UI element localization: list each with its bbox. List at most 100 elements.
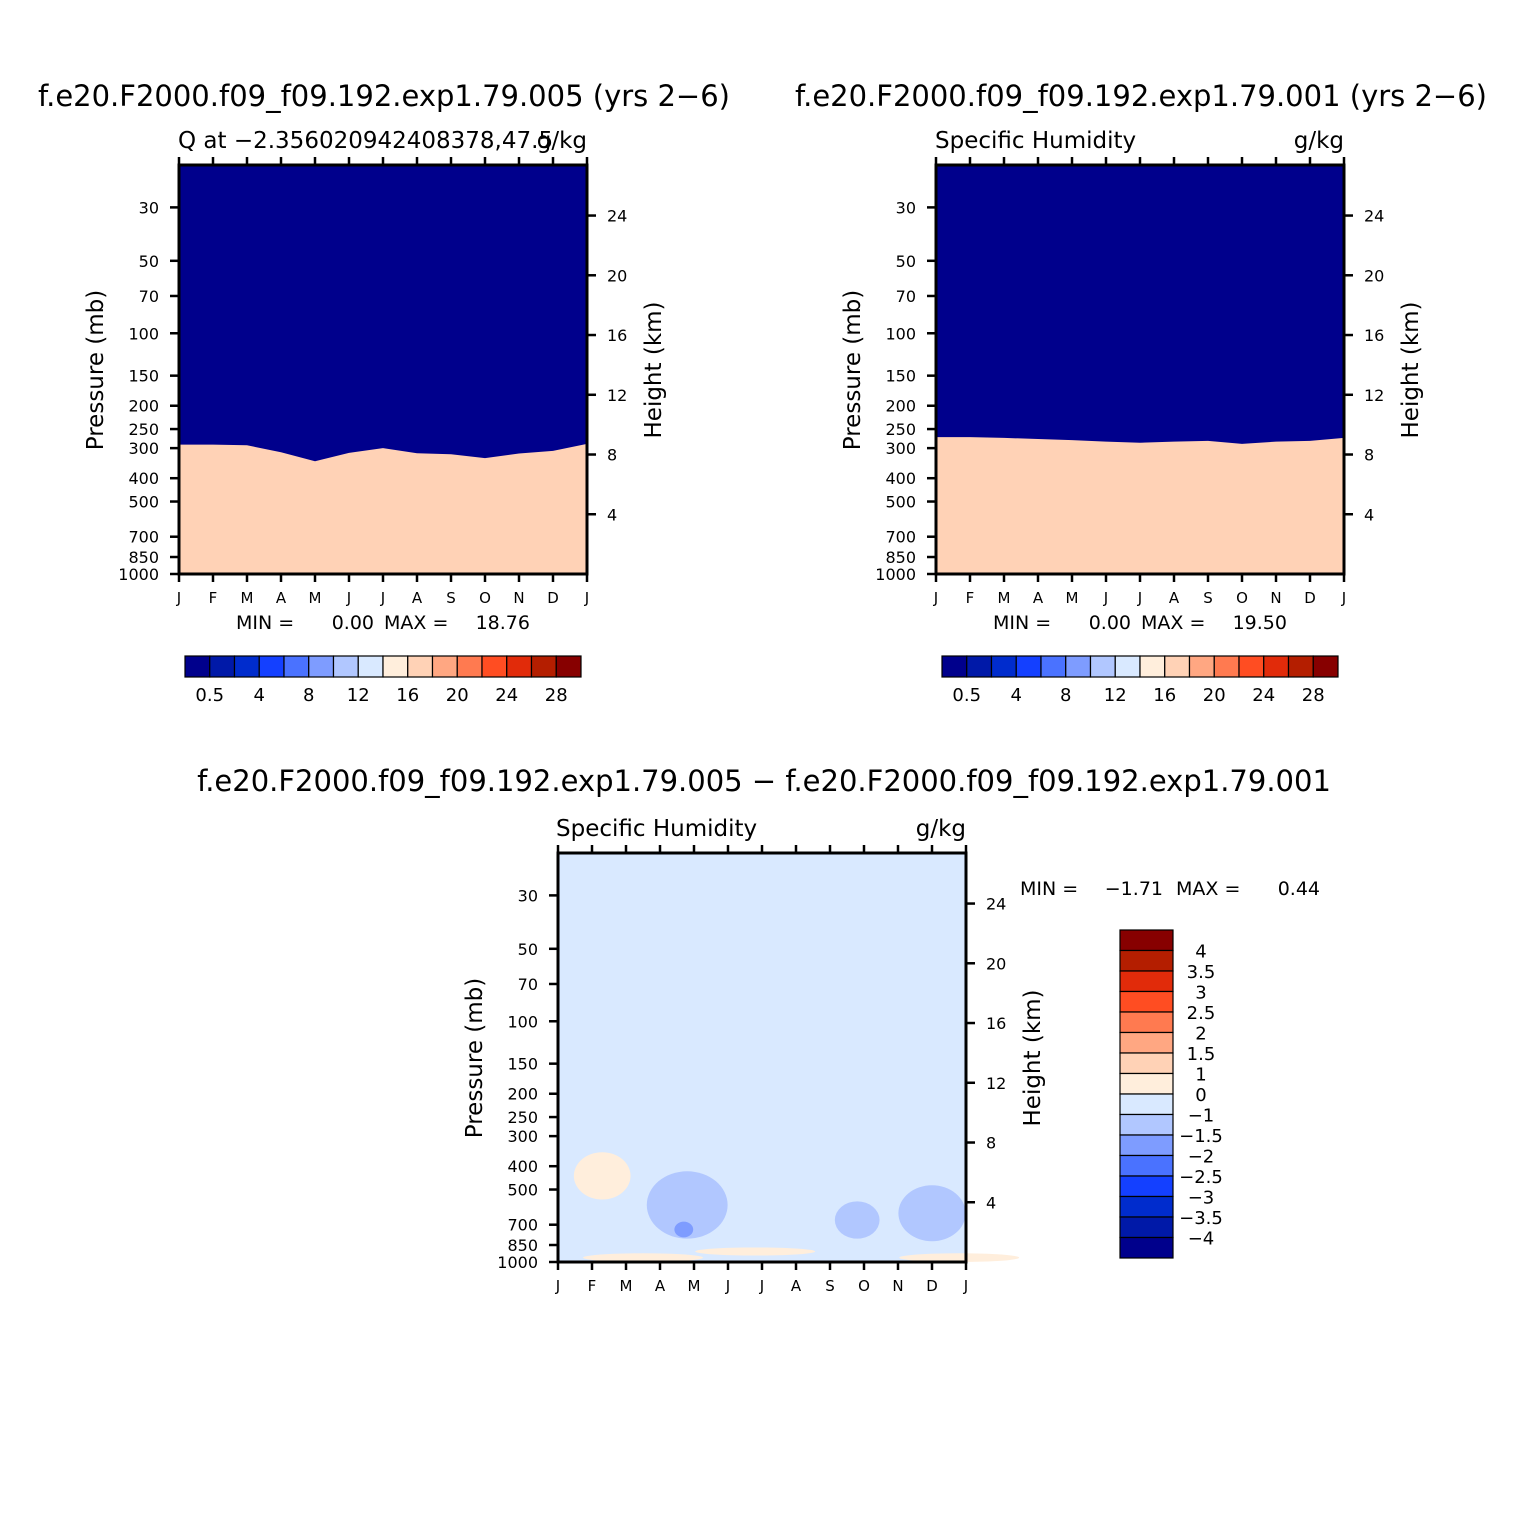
- panel1-max-value: 18.76: [476, 612, 530, 634]
- colorbar-swatch: [1238, 655, 1265, 678]
- colorbar-swatch: [1114, 655, 1141, 678]
- month-tick-label: D: [926, 1277, 938, 1295]
- pressure-tick-label: 150: [128, 367, 159, 386]
- colorbar-label: 28: [1302, 685, 1325, 706]
- height-tick-label: 20: [1364, 266, 1384, 285]
- pressure-tick-label: 30: [896, 198, 916, 217]
- panel3-colorbar: 43.532.521.510−1−1.5−2−2.5−3−3.5−4: [1119, 929, 1223, 1259]
- pressure-tick-label: 850: [885, 548, 916, 567]
- month-tick-label: J: [725, 1277, 730, 1295]
- colorbar-swatch: [555, 655, 582, 678]
- panel1-colorbar: 0.5 4 8 12 16 20 24 28: [184, 655, 582, 706]
- colorbar-swatch: [1065, 655, 1092, 678]
- month-tick-label: D: [1304, 589, 1316, 607]
- pressure-tick-label: 1000: [118, 565, 159, 584]
- month-tick-label: N: [892, 1277, 903, 1295]
- colorbar-label: 16: [1153, 685, 1176, 706]
- contour-band: [936, 437, 1344, 574]
- colorbar-swatch: [1119, 1154, 1174, 1177]
- colorbar-swatch: [1089, 655, 1116, 678]
- pressure-tick-label: 850: [128, 548, 159, 567]
- pressure-tick-label: 70: [518, 975, 538, 994]
- month-tick-label: O: [1236, 589, 1248, 607]
- colorbar-swatch: [990, 655, 1017, 678]
- colorbar-label: 0: [1195, 1085, 1206, 1106]
- pressure-tick-label: 250: [128, 420, 159, 439]
- month-tick-label: J: [759, 1277, 764, 1295]
- month-tick-label: O: [479, 589, 491, 607]
- panel1-max-label: MAX =: [384, 612, 448, 634]
- month-tick-label: A: [1033, 589, 1044, 607]
- colorbar-label: 24: [1252, 685, 1275, 706]
- colorbar-swatch: [332, 655, 359, 678]
- pressure-tick-label: 50: [518, 940, 538, 959]
- colorbar-swatch: [1119, 1113, 1174, 1136]
- pressure-tick-label: 850: [507, 1236, 538, 1255]
- month-tick-label: O: [858, 1277, 870, 1295]
- height-tick-label: 16: [1364, 326, 1384, 345]
- pressure-tick-label: 1000: [875, 565, 916, 584]
- pressure-tick-label: 300: [507, 1127, 538, 1146]
- colorbar-label: −2: [1188, 1147, 1215, 1168]
- colorbar-swatch: [1119, 1175, 1174, 1198]
- panel2-min-value: 0.00: [1089, 612, 1131, 634]
- colorbar-label: −3.5: [1179, 1208, 1223, 1229]
- colorbar-swatch: [1119, 1093, 1174, 1116]
- height-tick-label: 12: [1364, 386, 1384, 405]
- month-tick-label: A: [655, 1277, 666, 1295]
- height-tick-label: 20: [607, 266, 627, 285]
- colorbar-label: 8: [303, 685, 314, 706]
- month-tick-label: F: [966, 589, 975, 607]
- month-tick-label: J: [1341, 589, 1346, 607]
- colorbar-label: −4: [1188, 1229, 1215, 1250]
- panel3-case-title: f.e20.F2000.f09_f09.192.exp1.79.005 − f.…: [197, 764, 1331, 798]
- month-tick-label: J: [555, 1277, 560, 1295]
- pressure-tick-label: 70: [896, 287, 916, 306]
- colorbar-label: 20: [446, 685, 469, 706]
- anomaly-region: [646, 1171, 728, 1239]
- pressure-tick-label: 200: [128, 397, 159, 416]
- colorbar-label: −1.5: [1179, 1126, 1223, 1147]
- colorbar-label: 12: [1104, 685, 1127, 706]
- pressure-tick-label: 100: [128, 324, 159, 343]
- panel2-colorbar: 0.5 4 8 12 16 20 24 28: [941, 655, 1339, 706]
- anomaly-region: [583, 1253, 703, 1262]
- colorbar-swatch: [1263, 655, 1290, 678]
- anomaly-region: [834, 1201, 880, 1239]
- colorbar-swatch: [184, 655, 211, 678]
- month-tick-label: F: [588, 1277, 597, 1295]
- height-tick-label: 8: [1364, 446, 1374, 465]
- panel1-height-label: Height (km): [641, 301, 667, 438]
- colorbar-swatch: [1119, 1072, 1174, 1095]
- month-tick-label: M: [998, 589, 1011, 607]
- panel1-min-label: MIN =: [236, 612, 294, 634]
- colorbar-swatch: [1119, 929, 1174, 952]
- contour-band: [179, 443, 587, 574]
- month-tick-label: M: [1066, 589, 1079, 607]
- colorbar-label: 1.5: [1187, 1044, 1216, 1065]
- colorbar-swatch: [481, 655, 508, 678]
- pressure-tick-label: 30: [518, 886, 538, 905]
- colorbar-swatch: [941, 655, 968, 678]
- panel2-height-label: Height (km): [1398, 301, 1424, 438]
- colorbar-swatch: [1164, 655, 1191, 678]
- colorbar-swatch: [1139, 655, 1166, 678]
- month-tick-label: F: [209, 589, 218, 607]
- panel2-min-label: MIN =: [993, 612, 1051, 634]
- month-tick-label: J: [963, 1277, 968, 1295]
- month-tick-label: M: [620, 1277, 633, 1295]
- month-tick-label: N: [1270, 589, 1281, 607]
- anomaly-region: [899, 1253, 1020, 1262]
- pressure-tick-label: 30: [139, 198, 159, 217]
- pressure-tick-label: 300: [128, 439, 159, 458]
- pressure-tick-label: 100: [507, 1012, 538, 1031]
- colorbar-swatch: [1040, 655, 1067, 678]
- month-tick-label: S: [825, 1277, 835, 1295]
- colorbar-label: 1: [1195, 1065, 1206, 1086]
- colorbar-swatch: [407, 655, 434, 678]
- height-tick-label: 8: [986, 1134, 996, 1153]
- month-tick-label: D: [547, 589, 559, 607]
- colorbar-swatch: [258, 655, 285, 678]
- colorbar-label: 28: [545, 685, 568, 706]
- colorbar-swatch: [1119, 1216, 1174, 1239]
